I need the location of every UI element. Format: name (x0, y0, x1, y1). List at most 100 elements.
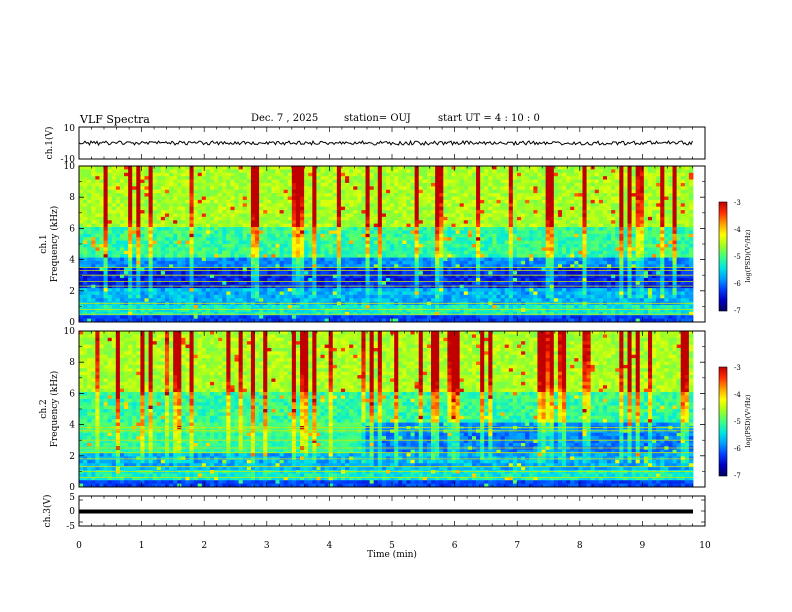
spectrogram-cell (349, 308, 354, 313)
spectrogram-cell (156, 166, 162, 170)
spectrogram-cell (83, 186, 88, 191)
spectrogram-cell (377, 260, 383, 265)
spectrogram-cell (218, 284, 223, 289)
spectrogram-cell (209, 237, 215, 242)
spectrogram-cell (435, 176, 440, 180)
spectrogram-cell (398, 189, 403, 194)
spectrogram-cell (508, 284, 514, 289)
spectrogram-cell (287, 247, 293, 252)
spectrogram-cell (377, 277, 383, 282)
spectrogram-cell (95, 237, 100, 242)
spectrogram-cell (476, 264, 481, 269)
spectrogram-cell (447, 182, 452, 187)
spectrogram-cell (476, 199, 481, 204)
spectrogram-cell (144, 277, 149, 282)
spectrogram-cell (107, 169, 113, 174)
spectrogram-cell (373, 237, 379, 242)
spectrogram-cell (87, 182, 92, 187)
spectrogram-cell (87, 223, 92, 228)
spectrogram-cell (394, 169, 399, 174)
spectrogram-cell (271, 271, 276, 275)
spectrogram-cell (107, 203, 113, 208)
spectrogram-cell (340, 305, 346, 309)
spectrogram-cell (455, 281, 461, 286)
spectrogram-cell (181, 166, 186, 170)
spectrogram-cell (144, 274, 149, 279)
spectrogram-cell (103, 311, 109, 316)
spectrogram-cell (205, 247, 211, 252)
spectrogram-cell (79, 254, 84, 258)
spectrogram-cell (95, 166, 100, 170)
spectrogram-cell (418, 199, 424, 204)
spectrogram-cell (390, 247, 395, 252)
spectrogram-cell (439, 298, 444, 303)
spectrogram-cell (467, 244, 473, 248)
spectrogram-cell (398, 260, 403, 265)
spectrogram-cell (234, 223, 240, 228)
spectrogram-cell (189, 298, 195, 303)
spectrogram-cell (107, 182, 113, 187)
spectrogram-cell (357, 176, 362, 180)
spectrogram-cell (99, 240, 104, 245)
spectrogram-cell (492, 237, 497, 242)
spectrogram-cell (496, 206, 502, 211)
spectrogram-cell (209, 220, 215, 225)
spectrogram-cell (209, 315, 215, 320)
spectrogram-cell (152, 203, 158, 208)
spectrogram-cell (418, 166, 424, 170)
spectrogram-cell (193, 308, 199, 313)
spectrogram-cell (234, 182, 240, 187)
spectrogram-cell (115, 288, 121, 292)
spectrogram-cell (504, 281, 510, 286)
spectrogram-cell (91, 179, 96, 184)
spectrogram-cell (365, 271, 371, 275)
spectrogram-cell (496, 213, 502, 218)
spectrogram-cell (295, 203, 301, 208)
spectrogram-cell (95, 169, 100, 174)
spectrogram-cell (500, 288, 506, 292)
spectrogram-cell (181, 169, 186, 174)
spectrogram-cell (410, 264, 416, 269)
spectrogram-cell (181, 220, 186, 225)
spectrogram-cell (467, 288, 473, 292)
spectrogram-cell (414, 264, 420, 269)
spectrogram-cell (426, 172, 432, 177)
spectrogram-cell (173, 318, 178, 323)
spectrogram-cell (369, 176, 375, 180)
spectrogram-cell (83, 298, 88, 303)
ch1-ytick-label-bottom: -10 (61, 155, 76, 165)
spectrogram-cell (148, 169, 154, 174)
spectrogram-cell (234, 318, 240, 323)
spectrogram-cell (300, 288, 305, 292)
spectrogram-cell (386, 257, 391, 262)
spectrogram-cell (480, 308, 485, 313)
spectrogram-cell (181, 311, 186, 316)
spectrogram-cell (418, 233, 424, 238)
spectrogram-cell (181, 267, 186, 272)
spectrogram-cell (140, 247, 145, 252)
spectrogram-cell (431, 257, 436, 262)
spectrogram-cell (316, 182, 321, 187)
spectrogram-cell (283, 210, 289, 214)
spectrogram-cell (271, 240, 276, 245)
spectrogram-cell (160, 267, 166, 272)
spectrogram-cell (156, 288, 162, 292)
spectrogram-cell (463, 169, 469, 174)
spectrogram-cell (357, 240, 362, 245)
spectrogram-cell (128, 210, 133, 214)
spectrogram-cell (181, 240, 186, 245)
spectrogram-cell (439, 267, 444, 272)
spectrogram-cell (422, 284, 428, 289)
spectrogram-cell (398, 271, 403, 275)
spectrogram-cell (402, 277, 407, 282)
spectrogram-cell (197, 318, 203, 323)
spectrogram-cell (128, 288, 133, 292)
spectrogram-cell (398, 176, 403, 180)
spectrogram-cell (246, 223, 252, 228)
spectrogram-cell (79, 281, 84, 286)
spectrogram-cell (504, 311, 510, 316)
spectrogram-cell (345, 220, 350, 225)
spectrogram-cell (181, 315, 186, 320)
spectrogram-cell (222, 172, 227, 177)
spectrogram-cell (287, 264, 293, 269)
